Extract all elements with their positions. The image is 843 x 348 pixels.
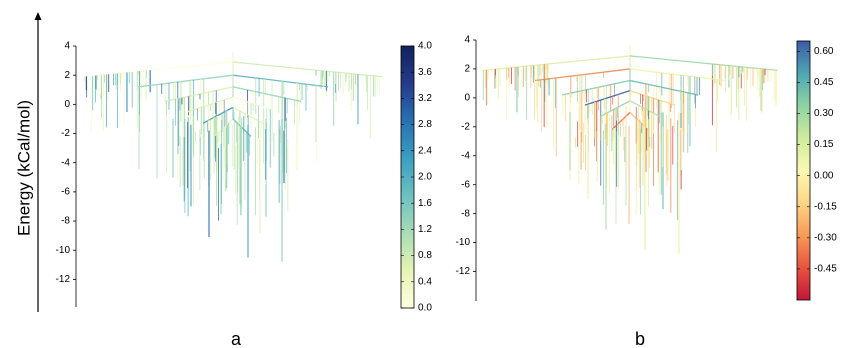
tree-shelf-edge — [232, 61, 383, 78]
colorbar-tick-label: 2.0 — [418, 172, 432, 183]
tree-shelf-edge — [561, 79, 631, 96]
colorbar-tick-label: 0.4 — [418, 276, 432, 287]
colorbar-tick-label: 1.2 — [418, 224, 432, 235]
tree-shelf-edge — [187, 96, 234, 113]
colorbar-tick-label: -0.15 — [814, 201, 837, 212]
colorbar-tick-label: -0.30 — [814, 232, 837, 243]
y-tick-label: -4 — [461, 150, 470, 161]
y-tick-label: -8 — [461, 208, 470, 219]
tree-shelf-edge — [232, 74, 329, 88]
tree-shelf-edge — [599, 100, 631, 118]
panel-a-y-ticks: 4 2 0 -2 -4 -6 -8 -10 -12 — [56, 41, 76, 285]
colorbar-tick-label: -0.45 — [814, 264, 837, 275]
colorbar-tick-label: 0.0 — [418, 303, 432, 314]
colorbar-tick-label: 0.8 — [418, 250, 432, 261]
tree-shelf-edge — [629, 79, 699, 96]
tree-shelf-edge — [482, 55, 631, 72]
panel-a-tree-plot — [83, 51, 383, 262]
tree-shelf-edge — [534, 68, 631, 82]
tree-shelf-edge — [232, 106, 264, 124]
panel-b-label: b — [635, 329, 645, 348]
panel-b-colorbar-ticks: 0.60 0.45 0.30 0.15 0.00 -0.15 -0.30 -0.45 — [797, 46, 837, 275]
colorbar-tick-label: 0.60 — [814, 46, 834, 57]
tree-shelf-edge — [202, 106, 234, 124]
tree-shelf-edge — [137, 74, 234, 88]
panel-b-colorbar-gradient — [796, 40, 811, 301]
y-tick-label: 0 — [64, 99, 70, 110]
y-tick-label: 4 — [64, 41, 70, 52]
panel-a-label: a — [231, 329, 242, 348]
panel-b: 4 2 0 -2 -4 -6 -8 -10 -12 0.60 0.45 0.30 0.15 0.00 -0… — [456, 35, 838, 348]
tree-shelf-edge — [584, 90, 631, 106]
colorbar-tick-label: 0.30 — [814, 108, 834, 119]
panel-b-tree-plot — [482, 45, 778, 255]
y-tick-label: -2 — [61, 128, 70, 139]
tree-shelf-edge — [164, 86, 234, 103]
y-tick-label: -4 — [61, 157, 70, 168]
y-tick-label: -10 — [456, 237, 471, 248]
y-tick-label: 2 — [64, 70, 70, 81]
panel-a: 4 2 0 -2 -4 -6 -8 -10 -12 4.0 3.6 3.2 2.8 2.4 2.0 1.6 1… — [56, 41, 433, 348]
colorbar-tick-label: 0.15 — [814, 139, 834, 150]
tree-shelf-edge — [232, 86, 302, 103]
colorbar-tick-label: 2.4 — [418, 145, 432, 156]
colorbar-tick-label: 0.45 — [814, 77, 834, 88]
tree-shelf-edge — [611, 111, 631, 131]
y-axis-arrow-head — [34, 12, 42, 20]
y-tick-label: 2 — [464, 64, 470, 75]
y-tick-label: -6 — [61, 187, 70, 198]
y-axis-label: Energy (kCal/mol) — [14, 100, 33, 236]
panel-b-y-ticks: 4 2 0 -2 -4 -6 -8 -10 -12 — [456, 35, 476, 277]
y-tick-label: 0 — [464, 93, 470, 104]
tree-shelf-edge — [629, 90, 676, 106]
y-tick-label: 4 — [464, 35, 470, 46]
y-tick-label: -10 — [56, 245, 71, 256]
y-tick-label: -2 — [461, 121, 470, 132]
tree-shelf-edge — [629, 68, 726, 82]
colorbar-tick-label: 0.00 — [814, 170, 834, 181]
y-tick-label: -8 — [61, 216, 70, 227]
tree-shelf-edge — [629, 100, 661, 118]
colorbar-tick-label: 4.0 — [418, 41, 432, 52]
colorbar-tick-label: 3.2 — [418, 93, 432, 104]
panel-a-colorbar-ticks: 4.0 3.6 3.2 2.8 2.4 2.0 1.6 1.2 0.8 0.4 0.0 — [401, 41, 432, 314]
panel-b-colorbar — [796, 40, 811, 301]
tree-shelf-edge — [629, 55, 778, 72]
colorbar-tick-label: 1.6 — [418, 198, 432, 209]
y-tick-label: -12 — [456, 266, 471, 277]
tree-shelf-edge — [83, 61, 234, 78]
y-tick-label: -12 — [56, 274, 71, 285]
colorbar-tick-label: 3.6 — [418, 67, 432, 78]
y-tick-label: -6 — [461, 179, 470, 190]
colorbar-tick-label: 2.8 — [418, 119, 432, 130]
